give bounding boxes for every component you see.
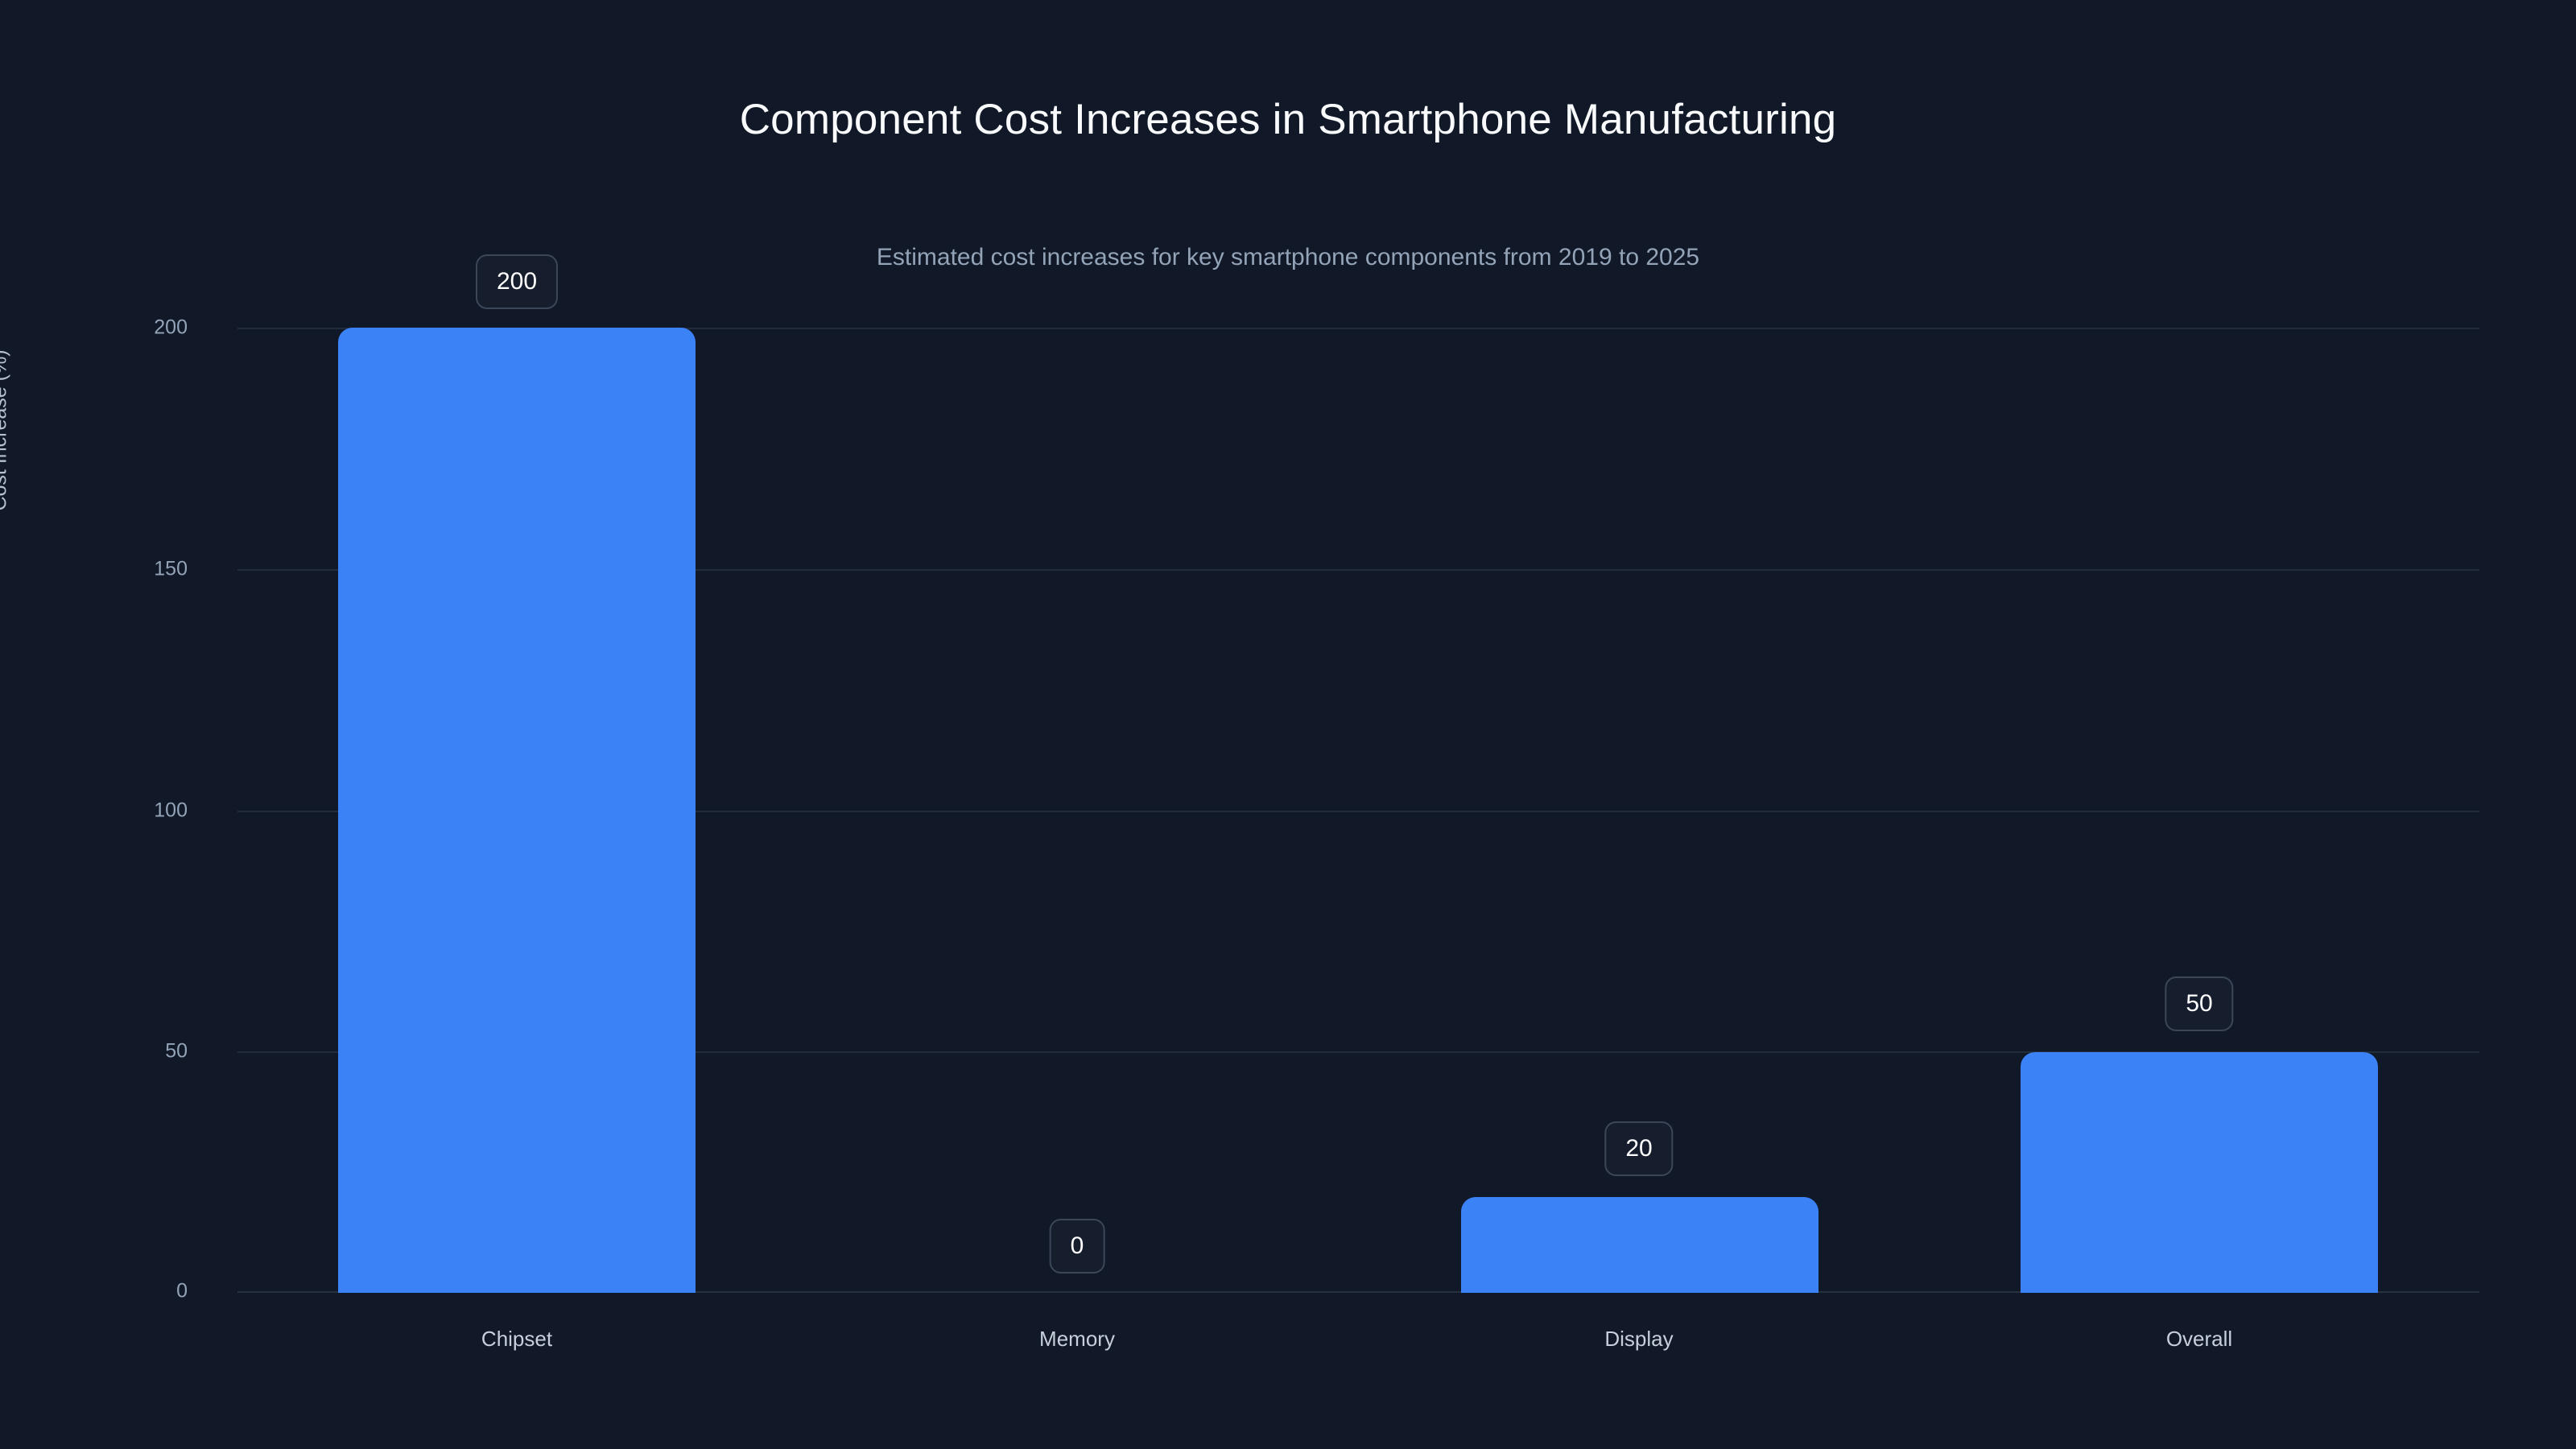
y-axis-ticks: 200 150 100 50 0 xyxy=(0,316,205,1302)
bar-display[interactable] xyxy=(1461,1197,1818,1293)
bar-overall[interactable] xyxy=(2021,1052,2378,1293)
plot-area xyxy=(237,328,2479,1293)
gridline-50 xyxy=(237,1051,2479,1053)
gridline-150 xyxy=(237,569,2479,571)
gridline-200 xyxy=(237,328,2479,329)
value-badge-display: 20 xyxy=(1604,1121,1674,1176)
value-badge-chipset: 200 xyxy=(475,254,559,309)
x-tick-label-chipset: Chipset xyxy=(481,1327,553,1351)
bar-chipset[interactable] xyxy=(338,328,696,1293)
x-tick-label-display: Display xyxy=(1604,1327,1674,1351)
gridline-100 xyxy=(237,811,2479,812)
chart-title: Component Cost Increases in Smartphone M… xyxy=(739,96,1837,143)
y-tick-label-50: 50 xyxy=(165,1039,188,1063)
y-tick-label-200: 200 xyxy=(154,316,188,339)
x-tick-label-overall: Overall xyxy=(2165,1327,2233,1351)
gridline-axis-baseline xyxy=(237,1291,2479,1293)
y-tick-label-150: 150 xyxy=(154,557,188,580)
x-tick-label-memory: Memory xyxy=(1039,1327,1115,1351)
chart-subtitle: Estimated cost increases for key smartph… xyxy=(876,244,1700,270)
y-tick-label-0: 0 xyxy=(176,1279,188,1302)
value-badge-overall: 50 xyxy=(2165,976,2234,1031)
y-tick-label-100: 100 xyxy=(154,799,188,822)
value-badge-memory: 0 xyxy=(1049,1219,1105,1274)
